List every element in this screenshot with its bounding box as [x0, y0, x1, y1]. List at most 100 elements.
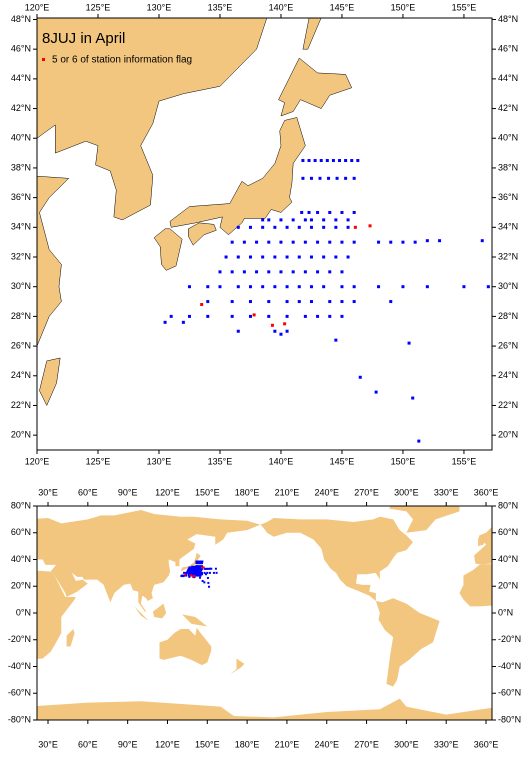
station: [346, 218, 350, 222]
y-tick-label: 32°N: [11, 251, 31, 261]
station: [297, 300, 301, 304]
station: [193, 570, 196, 573]
station: [236, 225, 240, 229]
station: [309, 225, 313, 229]
y-tick-label: 80°N: [11, 500, 31, 510]
station: [199, 570, 202, 573]
station: [334, 255, 338, 259]
station: [191, 573, 194, 576]
station: [291, 270, 295, 274]
station: [187, 570, 190, 573]
x-tick-label: 155°E: [452, 2, 477, 12]
station: [411, 396, 415, 400]
station: [236, 285, 240, 289]
y-tick-label: 36°N: [11, 192, 31, 202]
flagged-station: [202, 566, 205, 569]
station: [230, 270, 234, 274]
station: [189, 569, 192, 572]
station: [207, 567, 210, 570]
x-tick-label: 150°E: [195, 739, 220, 749]
station: [322, 255, 326, 259]
station: [340, 210, 344, 214]
regional-frame: [36, 17, 493, 451]
station: [309, 218, 313, 222]
station: [303, 218, 307, 222]
station: [261, 255, 265, 259]
station: [198, 569, 201, 572]
station: [285, 300, 289, 304]
station: [191, 570, 194, 573]
station: [261, 218, 265, 222]
station: [193, 569, 196, 572]
station: [186, 571, 189, 574]
y-tick-label: -20°N: [498, 634, 521, 644]
station: [200, 569, 203, 572]
station: [195, 569, 198, 572]
station: [197, 574, 200, 577]
station: [201, 560, 204, 563]
station: [267, 240, 271, 244]
station: [200, 571, 203, 574]
x-tick-label: 150°E: [391, 2, 416, 12]
station: [248, 314, 252, 318]
station: [331, 159, 335, 163]
station: [206, 571, 209, 574]
station: [297, 255, 301, 259]
station: [374, 390, 378, 394]
station: [328, 314, 332, 318]
station: [327, 176, 331, 180]
station: [358, 375, 362, 379]
station: [279, 240, 283, 244]
station: [185, 571, 188, 574]
station: [285, 329, 289, 333]
station: [192, 569, 195, 572]
x-tick-label: 330°E: [434, 487, 459, 497]
station: [352, 210, 356, 214]
station: [189, 571, 192, 574]
station: [195, 570, 198, 573]
x-tick-label: 145°E: [330, 2, 355, 12]
y-tick-label: 28°N: [11, 311, 31, 321]
station: [188, 566, 191, 569]
y-tick-label: 20°N: [498, 430, 518, 440]
station: [180, 575, 183, 578]
x-tick-label: 120°E: [25, 2, 50, 12]
station: [201, 580, 204, 583]
y-tick-label: 80°N: [498, 500, 518, 510]
y-tick-label: 22°N: [498, 400, 518, 410]
station: [285, 285, 289, 289]
station: [309, 255, 313, 259]
station: [215, 571, 218, 574]
station: [377, 240, 381, 244]
y-tick-label: 40°N: [498, 133, 518, 143]
station: [199, 567, 202, 570]
station: [189, 567, 192, 570]
station: [190, 567, 193, 570]
station: [206, 567, 209, 570]
y-tick-label: 44°N: [498, 73, 518, 83]
x-tick-label: 30°E: [38, 487, 58, 497]
station: [291, 218, 295, 222]
station: [297, 225, 301, 229]
station: [334, 218, 338, 222]
station: [346, 225, 350, 229]
station: [486, 285, 490, 289]
y-tick-label: 46°N: [11, 44, 31, 54]
station: [279, 218, 283, 222]
station: [413, 240, 417, 244]
station: [350, 159, 354, 163]
station: [214, 567, 217, 570]
y-tick-label: 40°N: [498, 554, 518, 564]
flagged-station: [193, 575, 196, 578]
station: [242, 270, 246, 274]
station: [206, 285, 210, 289]
station: [206, 576, 209, 579]
y-tick-label: 0°N: [16, 607, 31, 617]
station: [273, 225, 277, 229]
station: [193, 566, 196, 569]
station: [297, 285, 301, 289]
y-tick-label: -40°N: [498, 661, 521, 671]
station: [267, 314, 271, 318]
x-tick-label: 60°E: [78, 739, 98, 749]
